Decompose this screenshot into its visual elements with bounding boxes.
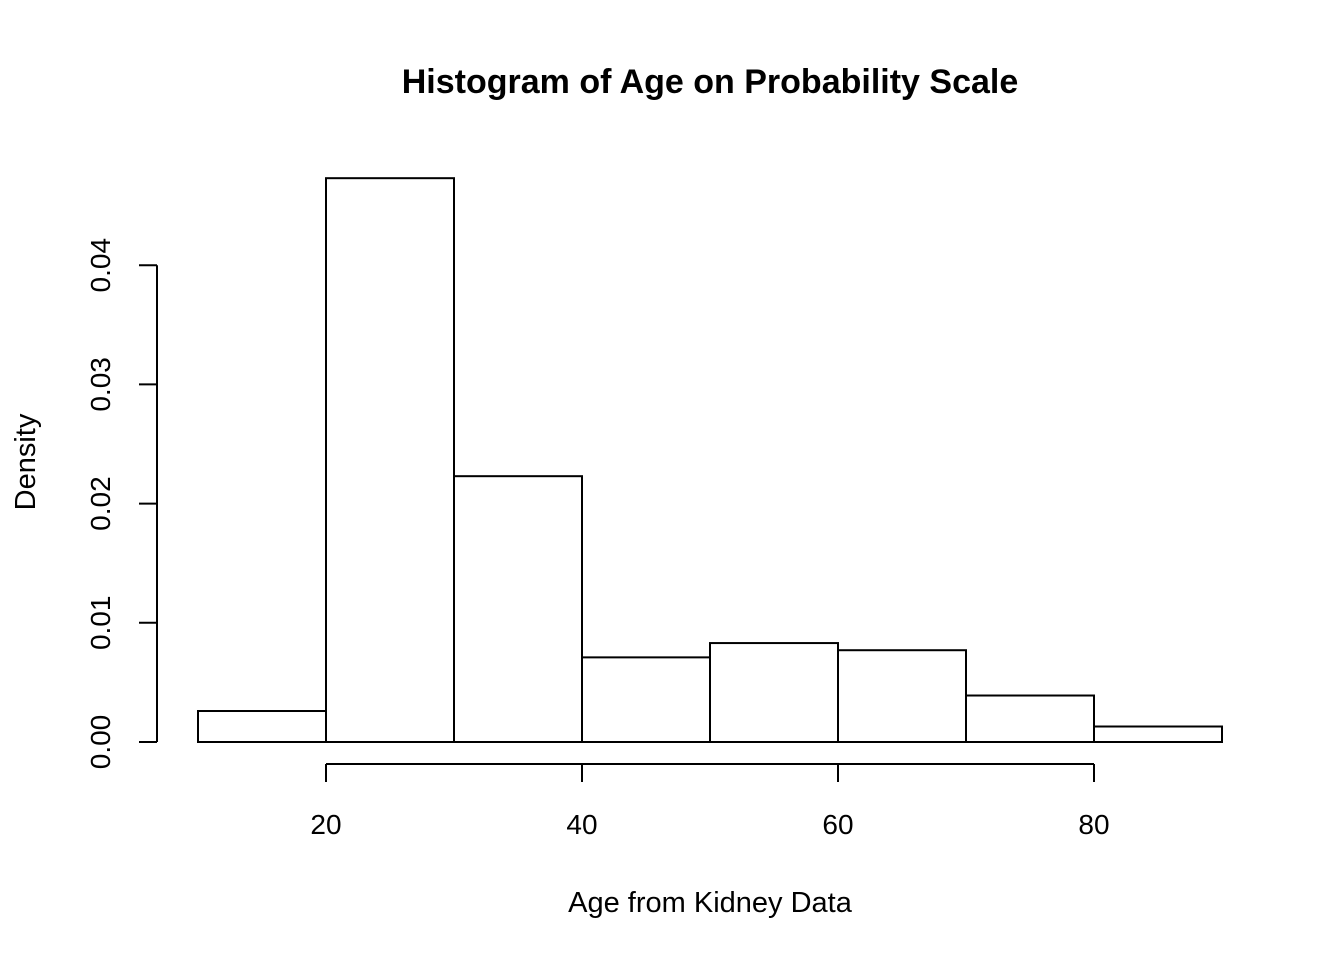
x-tick-label: 80 [1078, 809, 1109, 840]
x-tick-label: 60 [822, 809, 853, 840]
x-axis-label: Age from Kidney Data [568, 887, 853, 919]
y-tick-label: 0.02 [85, 476, 116, 530]
y-axis-label: Density [10, 413, 42, 510]
x-tick-label: 20 [310, 809, 341, 840]
y-tick-label: 0.00 [85, 715, 116, 770]
histogram-bar-4 [709, 642, 839, 744]
histogram-bar-6 [965, 694, 1095, 744]
y-tick-label: 0.04 [85, 238, 116, 293]
y-tick-label: 0.01 [85, 596, 116, 651]
histogram-bar-3 [581, 656, 711, 743]
histogram-bar-0 [197, 710, 327, 743]
x-tick-label: 40 [566, 809, 597, 840]
histogram-bar-1 [325, 177, 455, 743]
x-axis: 20 40 60 80 [310, 763, 1110, 840]
y-tick-label: 0.03 [85, 357, 116, 412]
histogram-bar-2 [453, 475, 583, 743]
bars-group [197, 177, 1223, 744]
y-axis: 0.00 0.01 0.02 0.03 0.04 [85, 238, 158, 770]
chart-title: Histogram of Age on Probability Scale [402, 63, 1019, 101]
histogram-bar-7 [1093, 725, 1223, 744]
histogram-bar-5 [837, 649, 967, 743]
